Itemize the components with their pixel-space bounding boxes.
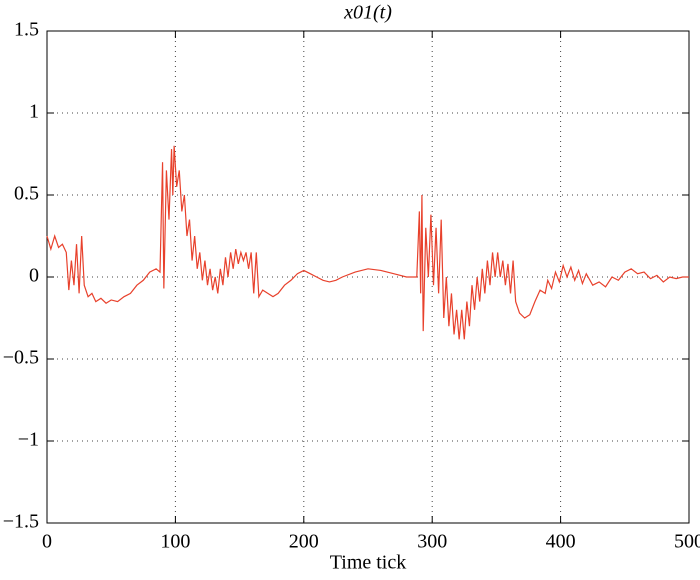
x-tick-label: 100 <box>160 531 190 553</box>
x-tick-label: 200 <box>289 531 319 553</box>
x-tick-label: 500 <box>674 531 700 553</box>
x-tick-label: 0 <box>42 531 52 553</box>
y-tick-label: 1 <box>29 101 39 123</box>
x-tick-label: 300 <box>417 531 447 553</box>
y-tick-label: −0.5 <box>3 347 39 369</box>
y-tick-label: −1 <box>18 429 39 451</box>
y-tick-label: 0 <box>29 265 39 287</box>
chart-title: x01(t) <box>343 2 392 24</box>
y-tick-label: 1.5 <box>14 19 39 41</box>
x-tick-label: 400 <box>546 531 576 553</box>
data-line <box>46 145 689 340</box>
x-axis-label: Time tick <box>330 552 407 574</box>
y-tick-label: 0.5 <box>14 183 39 205</box>
y-tick-label: −1.5 <box>3 511 39 533</box>
